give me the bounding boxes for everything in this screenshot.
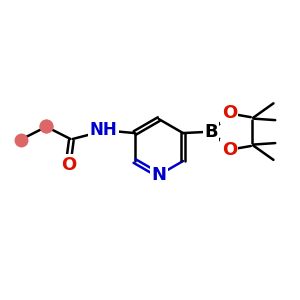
Text: B: B	[204, 123, 218, 141]
Text: NH: NH	[90, 121, 118, 139]
Text: N: N	[151, 166, 166, 184]
Text: O: O	[222, 104, 237, 122]
Text: O: O	[222, 141, 237, 159]
Text: O: O	[61, 156, 76, 174]
